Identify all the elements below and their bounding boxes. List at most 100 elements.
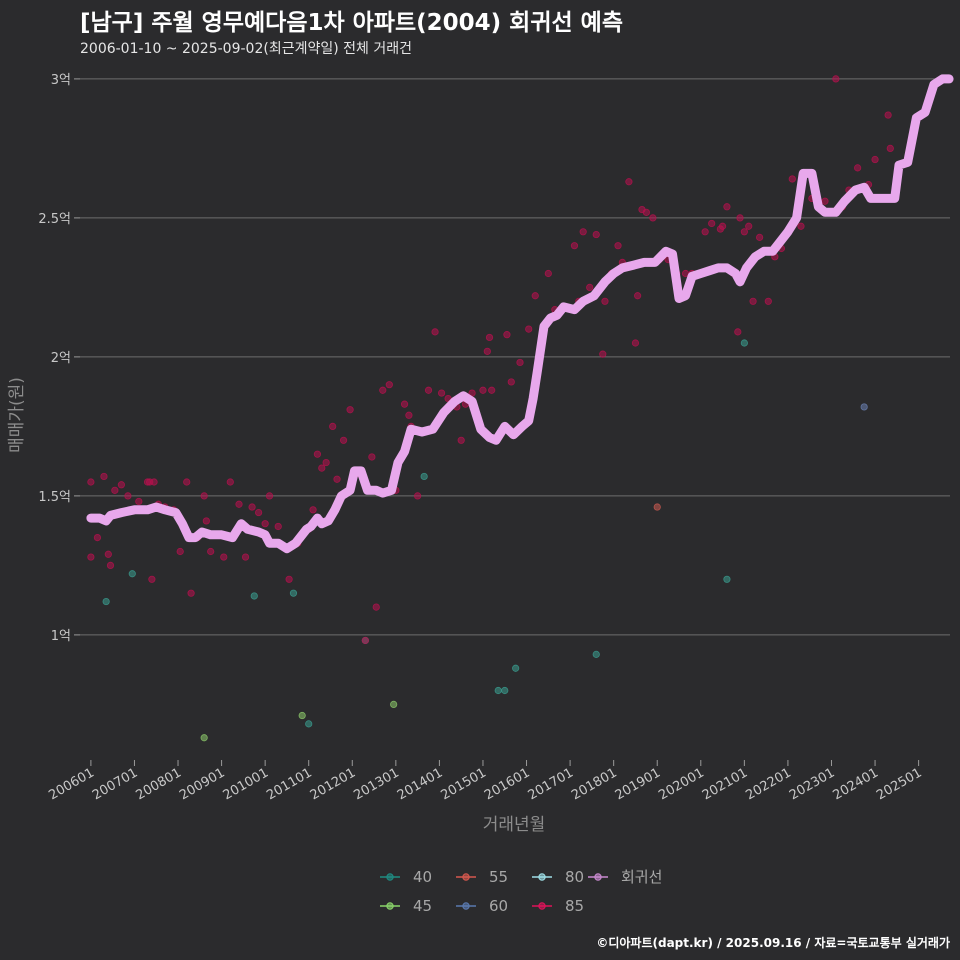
point-series-85 xyxy=(437,389,446,397)
point-series-85 xyxy=(749,297,757,305)
x-tick-label: 201901 xyxy=(613,765,663,803)
point-series-85 xyxy=(400,400,409,408)
legend-key-dot xyxy=(594,873,602,881)
legend-item-회귀선: 회귀선 xyxy=(588,868,662,886)
point-series-85 xyxy=(385,381,393,389)
point-series-85 xyxy=(457,436,465,444)
point-series-85 xyxy=(592,230,600,239)
y-tick-label: 3억 xyxy=(51,73,71,88)
point-series-85 xyxy=(255,508,263,517)
point-series-85 xyxy=(313,450,322,458)
x-axis-ticks: 2006012007012008012009012010012011012012… xyxy=(46,760,925,803)
point-series-85 xyxy=(854,164,862,172)
point-series-85 xyxy=(614,242,622,250)
legend-item-45: 45 xyxy=(380,897,432,915)
point-series-85 xyxy=(424,386,433,394)
point-series-85 xyxy=(346,406,354,414)
point-series-85 xyxy=(488,386,496,394)
x-tick-label: 201801 xyxy=(569,765,619,803)
x-tick-label: 201401 xyxy=(395,765,445,803)
point-series-85 xyxy=(788,175,796,183)
point-series-85 xyxy=(372,603,380,611)
legend-item-40: 40 xyxy=(380,868,432,886)
point-series-45 xyxy=(298,711,306,720)
point-series-40 xyxy=(102,597,110,606)
point-series-85 xyxy=(821,197,829,205)
legend-key-dot xyxy=(538,873,546,881)
point-series-85 xyxy=(531,292,539,300)
x-tick-label: 202501 xyxy=(874,765,924,803)
legend-key-dot xyxy=(462,873,470,881)
legend-label: 80 xyxy=(565,868,584,886)
point-series-85 xyxy=(176,547,184,556)
point-series-85 xyxy=(207,547,215,556)
point-series-85 xyxy=(701,228,709,236)
point-series-85 xyxy=(200,492,208,500)
point-series-85 xyxy=(220,553,228,561)
point-series-85 xyxy=(634,292,642,300)
point-series-85 xyxy=(886,144,894,152)
point-series-55 xyxy=(653,503,661,511)
point-series-85 xyxy=(100,472,108,481)
point-series-85 xyxy=(226,478,234,486)
point-series-85 xyxy=(485,333,494,342)
point-series-85 xyxy=(708,219,716,228)
grid-lines xyxy=(80,78,950,636)
point-series-60 xyxy=(860,403,868,411)
point-series-85 xyxy=(483,347,491,355)
point-series-85 xyxy=(797,222,805,230)
y-axis-title: 매매가(원) xyxy=(7,377,27,453)
point-series-85 xyxy=(718,222,727,230)
point-series-85 xyxy=(884,111,892,119)
x-tick-label: 201201 xyxy=(308,765,358,803)
point-series-85 xyxy=(104,550,112,558)
legend-label: 45 xyxy=(413,897,432,915)
point-series-85 xyxy=(261,520,269,528)
y-tick-label: 2억 xyxy=(51,351,71,366)
point-series-85 xyxy=(368,453,376,461)
scatter-points xyxy=(87,75,894,742)
legend-key-dot xyxy=(386,902,394,910)
point-series-40 xyxy=(723,575,731,583)
point-series-85 xyxy=(93,533,102,542)
point-series-85 xyxy=(183,478,191,486)
point-series-85 xyxy=(235,500,243,508)
x-tick-label: 202401 xyxy=(831,765,881,803)
point-series-85 xyxy=(745,222,753,230)
legend-item-55: 55 xyxy=(456,868,508,886)
legend-key-dot xyxy=(462,902,470,910)
y-tick-label: 1.5억 xyxy=(38,490,71,505)
point-series-85 xyxy=(734,328,742,336)
point-series-85 xyxy=(87,553,95,561)
x-tick-label: 202001 xyxy=(656,765,706,803)
point-series-85 xyxy=(309,506,317,514)
point-series-85 xyxy=(601,297,609,305)
point-series-85 xyxy=(832,75,840,83)
point-series-85 xyxy=(265,492,274,500)
point-series-85 xyxy=(361,636,369,645)
legend-label: 60 xyxy=(489,897,508,915)
point-series-85 xyxy=(516,358,524,367)
point-series-85 xyxy=(586,283,594,291)
legend-key-dot xyxy=(386,873,394,881)
point-series-85 xyxy=(322,458,330,467)
legend-item-60: 60 xyxy=(456,897,508,915)
point-series-40 xyxy=(501,686,509,695)
x-tick-label: 200901 xyxy=(177,765,227,803)
point-series-85 xyxy=(507,378,515,386)
point-series-45 xyxy=(200,734,208,742)
point-series-85 xyxy=(570,242,579,250)
point-series-40 xyxy=(592,650,600,658)
point-series-85 xyxy=(625,178,633,186)
point-series-85 xyxy=(503,331,511,339)
point-series-85 xyxy=(631,339,640,347)
point-series-85 xyxy=(405,411,413,419)
point-series-85 xyxy=(106,561,115,570)
point-series-85 xyxy=(187,589,195,597)
point-series-85 xyxy=(285,575,293,583)
y-tick-label: 1억 xyxy=(51,629,71,644)
point-series-85 xyxy=(723,203,731,211)
chart-subtitle: 2006-01-10 ~ 2025-09-02(최근계약일) 전체 거래건 xyxy=(80,41,412,57)
point-series-85 xyxy=(117,481,125,489)
